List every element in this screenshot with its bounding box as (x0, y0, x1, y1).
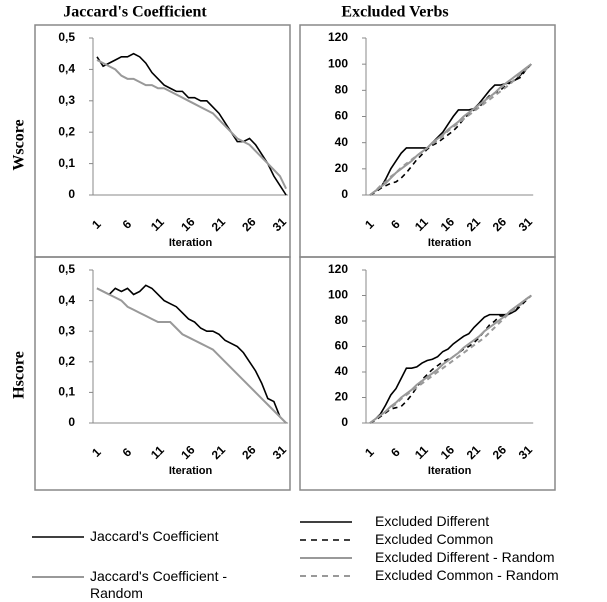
x-tick-label: 6 (388, 217, 403, 232)
legend-label: Excluded Different (375, 513, 490, 529)
series-line (369, 294, 532, 424)
x-tick-label: 26 (490, 215, 510, 235)
y-tick-label: 20 (335, 161, 349, 175)
y-tick-label: 60 (335, 339, 349, 353)
x-tick-label: 26 (490, 443, 510, 463)
legend-label: Excluded Common (375, 531, 494, 547)
y-tick-label: 100 (328, 56, 348, 70)
series-line (369, 294, 532, 424)
x-tick-label: 26 (239, 215, 259, 235)
x-tick-label: 21 (209, 215, 229, 235)
y-tick-label: 120 (328, 30, 348, 44)
x-axis-label: Iteration (428, 465, 472, 477)
row-title: Hscore (11, 351, 28, 399)
y-tick-label: 120 (328, 262, 348, 276)
x-tick-label: 11 (412, 215, 431, 234)
x-tick-label: 11 (148, 215, 167, 234)
x-tick-label: 16 (438, 443, 458, 463)
y-tick-label: 0 (68, 187, 75, 201)
x-axis-label: Iteration (169, 237, 213, 249)
series-line (369, 63, 532, 196)
y-tick-label: 60 (335, 109, 349, 123)
y-tick-label: 40 (335, 364, 349, 378)
x-tick-label: 6 (120, 445, 135, 460)
y-tick-label: 0,4 (58, 62, 75, 76)
column-title: Jaccard's Coefficient (63, 4, 207, 21)
y-tick-label: 0,5 (58, 30, 75, 44)
x-tick-label: 11 (148, 443, 167, 462)
legend-label: Jaccard's Coefficient (90, 528, 219, 544)
x-tick-label: 31 (516, 215, 536, 235)
y-tick-label: 0,5 (58, 262, 75, 276)
legend-label: Jaccard's Coefficient - Random (90, 568, 228, 601)
y-tick-label: 0,2 (58, 354, 75, 368)
x-tick-label: 21 (464, 443, 484, 463)
series-line (369, 294, 532, 424)
series-line (96, 287, 287, 424)
x-tick-label: 16 (438, 215, 458, 235)
x-tick-label: 1 (362, 217, 377, 232)
x-tick-label: 21 (209, 443, 229, 463)
y-tick-label: 40 (335, 135, 349, 149)
legend-label: Excluded Different - Random (375, 549, 555, 565)
y-tick-label: 0,3 (58, 323, 75, 337)
x-tick-label: 1 (89, 217, 104, 232)
x-axis-label: Iteration (428, 237, 472, 249)
y-tick-label: 0,2 (58, 124, 75, 138)
x-tick-label: 31 (270, 443, 290, 463)
x-tick-label: 11 (412, 443, 431, 462)
y-tick-label: 0,3 (58, 93, 75, 107)
series-line (96, 52, 287, 196)
y-tick-label: 100 (328, 288, 348, 302)
x-tick-label: 16 (178, 443, 198, 463)
y-tick-label: 0 (341, 187, 348, 201)
y-tick-label: 0 (341, 415, 348, 429)
x-tick-label: 6 (120, 217, 135, 232)
y-tick-label: 0,4 (58, 293, 75, 307)
y-tick-label: 80 (335, 313, 349, 327)
y-tick-label: 0,1 (58, 385, 75, 399)
row-title: Wscore (11, 119, 28, 170)
chart-grid: Jaccard's Coefficient Excluded Verbs Wsc… (11, 4, 556, 578)
x-tick-label: 1 (362, 445, 377, 460)
y-tick-label: 0 (68, 415, 75, 429)
y-tick-label: 0,1 (58, 156, 75, 170)
series-line (96, 59, 287, 190)
x-tick-label: 21 (464, 215, 484, 235)
series-line (369, 63, 532, 196)
x-tick-label: 1 (89, 445, 104, 460)
x-tick-label: 16 (178, 215, 198, 235)
panel-frame (34, 256, 291, 491)
x-tick-label: 26 (239, 443, 259, 463)
series-line (96, 284, 287, 424)
y-tick-label: 80 (335, 83, 349, 97)
panel-frame (299, 256, 556, 491)
x-tick-label: 31 (516, 443, 536, 463)
x-tick-label: 6 (388, 445, 403, 460)
y-tick-label: 20 (335, 390, 349, 404)
page: {"column_titles": ["Jaccard's Coefficien… (10, 3, 559, 601)
legend-label: Excluded Common - Random (375, 567, 559, 583)
x-tick-label: 31 (270, 215, 290, 235)
x-axis-label: Iteration (169, 465, 213, 477)
column-title: Excluded Verbs (341, 4, 448, 21)
series-line (369, 63, 532, 196)
